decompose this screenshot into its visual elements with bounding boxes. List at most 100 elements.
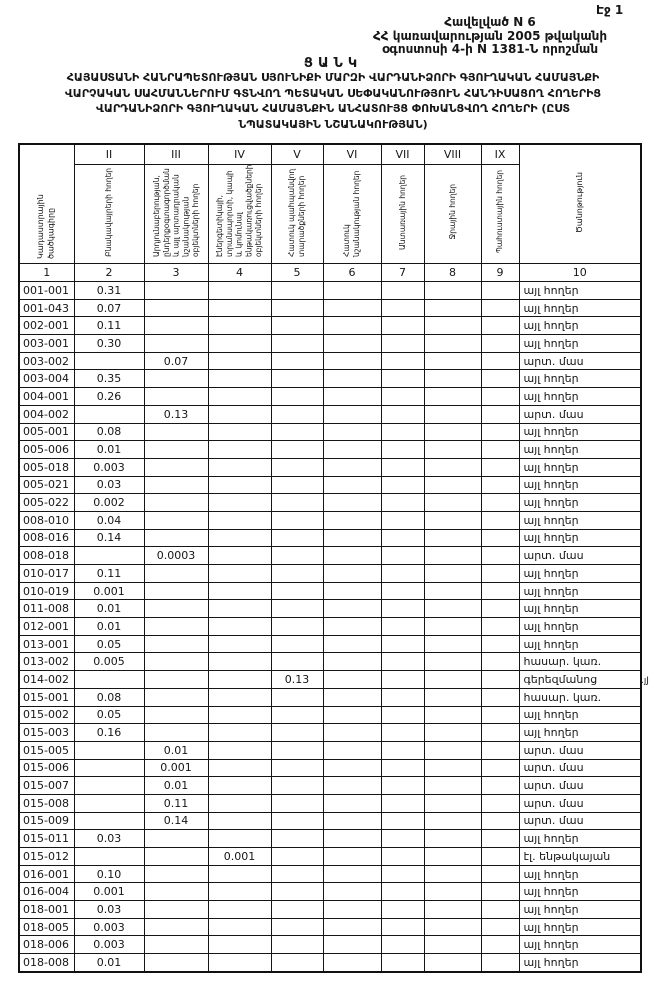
- header-special-purpose-lands: Հատուկ նշանակության հողեր: [322, 164, 382, 264]
- table-row: 008-010 0.04 այլ հողեր: [18, 510, 642, 530]
- area-value-cell: 0.003: [73, 457, 145, 477]
- area-value-cell: [380, 687, 425, 707]
- area-value-cell: 0.003: [73, 935, 145, 955]
- area-value-cell: [322, 334, 382, 353]
- note-cell: այլ հողեր: [518, 581, 642, 601]
- area-value-cell: [423, 740, 482, 760]
- area-value-cell: [380, 723, 425, 742]
- area-value-cell: [270, 811, 324, 831]
- area-value-cell: [207, 723, 272, 742]
- area-value-cell: [480, 847, 520, 866]
- table-row: 015-001 0.08 հասար. կառ.: [18, 687, 642, 707]
- cadastral-code-cell: 015-011: [18, 829, 75, 848]
- header-note-column: Ծանոթություն: [518, 143, 642, 264]
- cadastral-code-cell: 005-021: [18, 475, 75, 495]
- area-value-cell: [270, 687, 324, 707]
- area-value-cell: [480, 811, 520, 831]
- area-value-cell: [143, 829, 209, 848]
- area-value-cell: [270, 298, 324, 318]
- area-value-cell: [207, 528, 272, 548]
- area-value-cell: [143, 599, 209, 619]
- column-number: 2: [73, 263, 145, 282]
- area-value-cell: [423, 404, 482, 424]
- area-value-cell: [207, 404, 272, 424]
- cadastral-code-cell: 015-009: [18, 811, 75, 831]
- note-cell: այլ հողեր: [518, 440, 642, 459]
- roman-numeral-IV: IV: [207, 143, 272, 165]
- cadastral-code-cell: 010-019: [18, 581, 75, 601]
- area-value-cell: 0.13: [143, 404, 209, 424]
- area-value-cell: [270, 387, 324, 406]
- area-value-cell: [270, 422, 324, 442]
- area-value-cell: [270, 475, 324, 495]
- area-value-cell: [207, 740, 272, 760]
- area-value-cell: [270, 723, 324, 742]
- area-value-cell: [143, 723, 209, 742]
- page-number: Էջ 1: [596, 3, 624, 17]
- table-row: 003-001 0.30 այլ հողեր: [18, 334, 642, 353]
- area-value-cell: [143, 281, 209, 300]
- area-value-cell: 0.31: [73, 281, 145, 300]
- cadastral-code-cell: 013-001: [18, 634, 75, 654]
- area-value-cell: [322, 546, 382, 565]
- area-value-cell: [143, 581, 209, 601]
- cadastral-code-cell: 018-006: [18, 935, 75, 955]
- cadastral-code-cell: 005-018: [18, 457, 75, 477]
- area-value-cell: [270, 369, 324, 389]
- area-value-cell: [380, 670, 425, 689]
- area-value-cell: [270, 829, 324, 848]
- area-value-cell: [143, 617, 209, 636]
- area-value-cell: 0.26: [73, 387, 145, 406]
- cadastral-code-cell: 004-002: [18, 404, 75, 424]
- column-number: 8: [423, 263, 482, 282]
- area-value-cell: [270, 351, 324, 371]
- header-infrastructure-lands-label: Էներգետիկայի, տրանսպորտի, կապի և կոմունա…: [215, 164, 264, 258]
- note-cell: արտ. մաս: [518, 351, 642, 371]
- note-cell: արտ. մաս: [518, 776, 642, 795]
- area-value-cell: [322, 581, 382, 601]
- area-value-cell: [423, 457, 482, 477]
- area-value-cell: [143, 493, 209, 512]
- area-value-cell: [143, 670, 209, 689]
- table-row: 008-016 0.14 այլ հողեր: [18, 528, 642, 548]
- note-cell: այլ հողեր: [518, 953, 642, 973]
- note-cell: արտ. մաս: [518, 793, 642, 813]
- area-value-cell: [423, 528, 482, 548]
- area-value-cell: [270, 634, 324, 654]
- table-row: 003-004 0.35 այլ հողեր: [18, 369, 642, 389]
- area-value-cell: [143, 440, 209, 459]
- area-value-cell: [380, 599, 425, 619]
- roman-numeral-VII: VII: [380, 143, 425, 165]
- area-value-cell: 0.01: [143, 776, 209, 795]
- table-row: 018-001 0.03 այլ հողեր: [18, 900, 642, 919]
- area-value-cell: [480, 705, 520, 725]
- area-value-cell: 0.13: [270, 670, 324, 689]
- area-value-cell: [322, 917, 382, 937]
- area-value-cell: [480, 917, 520, 937]
- table-row: 016-001 0.10 այլ հողեր: [18, 864, 642, 884]
- note-cell: արտ. մաս: [518, 404, 642, 424]
- area-value-cell: [322, 793, 382, 813]
- area-value-cell: [207, 493, 272, 512]
- cadastral-code-cell: 005-006: [18, 440, 75, 459]
- roman-numeral-VIII: VIII: [423, 143, 482, 165]
- area-value-cell: [322, 281, 382, 300]
- table-row: 015-006 0.001 արտ. մաս: [18, 758, 642, 778]
- area-value-cell: [423, 334, 482, 353]
- table-row: 011-008 0.01 այլ հողեր: [18, 599, 642, 619]
- area-value-cell: [73, 811, 145, 831]
- area-value-cell: [423, 422, 482, 442]
- area-value-cell: [322, 882, 382, 902]
- area-value-cell: [380, 617, 425, 636]
- area-value-cell: [207, 917, 272, 937]
- area-value-cell: [380, 758, 425, 778]
- cadastral-code-cell: 015-001: [18, 687, 75, 707]
- area-value-cell: [380, 900, 425, 919]
- appendix-reference: Հավելված N 6 ՀՀ կառավարության 2005 թվակա…: [300, 15, 666, 57]
- area-value-cell: 0.001: [73, 581, 145, 601]
- area-value-cell: [207, 864, 272, 884]
- area-value-cell: [423, 652, 482, 672]
- area-value-cell: [423, 882, 482, 902]
- area-value-cell: [270, 528, 324, 548]
- cadastral-code-cell: 014-002: [18, 670, 75, 689]
